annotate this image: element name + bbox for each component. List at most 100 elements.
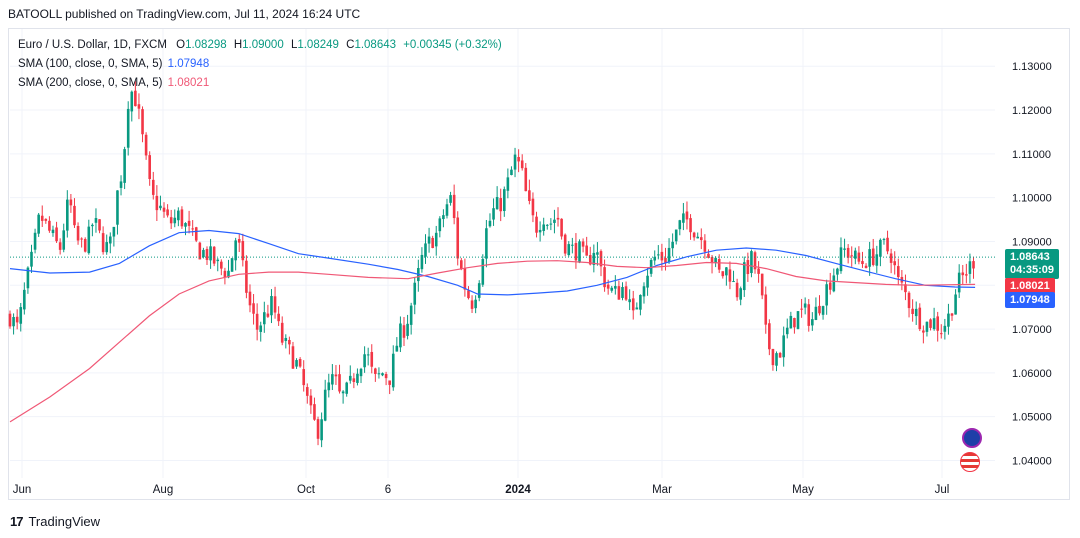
candle-body	[685, 211, 689, 220]
candle-body	[778, 352, 782, 358]
x-tick-label: 2024	[505, 484, 531, 496]
candle-body	[399, 323, 402, 348]
candle-body	[69, 199, 73, 206]
candle-body	[284, 337, 288, 341]
candle-body	[295, 360, 298, 367]
candle-body	[162, 207, 166, 212]
candle-body	[875, 254, 879, 266]
candle-body	[707, 253, 710, 258]
candle-body	[381, 373, 384, 376]
candle-body	[323, 389, 327, 421]
sma200-label: SMA (200, close, 0, SMA, 5)	[18, 77, 163, 89]
candle-body	[137, 104, 141, 109]
chart-frame[interactable]	[8, 28, 1070, 500]
footer: 17 TradingView	[10, 514, 100, 529]
candle-body	[94, 218, 98, 223]
candle-body	[653, 256, 657, 261]
candle-body	[854, 250, 857, 259]
candle-body	[603, 267, 606, 288]
candle-body	[420, 254, 424, 270]
candle-body	[821, 306, 825, 315]
last-price-badge: 1.08643 04:35:09	[1005, 249, 1060, 280]
candle-body	[957, 272, 961, 293]
candle-body	[474, 299, 477, 309]
candle-body	[348, 375, 352, 381]
candle-body	[8, 313, 12, 327]
candle-body	[614, 286, 617, 289]
candle-body	[753, 252, 757, 270]
candle-body	[216, 259, 220, 262]
candle-body	[212, 246, 216, 264]
candle-body	[159, 205, 162, 209]
candle-body	[757, 268, 760, 274]
candle-body	[191, 228, 194, 230]
candle-body	[563, 234, 567, 254]
candle-body	[793, 318, 796, 328]
candles	[8, 80, 995, 448]
candle-body	[571, 244, 574, 246]
candle-body	[789, 315, 793, 329]
y-tick-label: 1.09000	[1012, 236, 1052, 248]
candle-body	[599, 251, 603, 267]
eu-event-icon[interactable]	[962, 428, 982, 448]
candle-body	[735, 282, 739, 298]
candle-body	[696, 236, 700, 239]
candle-body	[370, 351, 374, 367]
candle-body	[37, 214, 40, 234]
tradingview-logo-icon[interactable]: 17	[10, 514, 24, 529]
candle-body	[26, 267, 30, 289]
candle-body	[384, 374, 388, 379]
candle-body	[151, 179, 155, 195]
candle-body	[947, 313, 950, 327]
open-label: O	[176, 39, 186, 51]
candle-body	[771, 348, 775, 366]
moving-averages	[9, 229, 976, 423]
candle-body	[434, 232, 438, 247]
candle-body	[413, 282, 417, 305]
candle-body	[334, 374, 338, 377]
candle-body	[717, 259, 721, 270]
candle-body	[452, 194, 456, 219]
candle-body	[234, 240, 237, 261]
y-tick-label: 1.04000	[1012, 455, 1052, 467]
candle-body	[574, 243, 578, 261]
symbol-name[interactable]: Euro / U.S. Dollar, 1D, FXCM	[18, 39, 167, 51]
candle-body	[796, 311, 800, 329]
candle-body	[692, 232, 696, 238]
candle-body	[943, 325, 947, 332]
candle-body	[116, 190, 119, 225]
candle-body	[463, 268, 467, 290]
candle-body	[101, 233, 105, 253]
candle-body	[91, 224, 94, 227]
candle-body	[760, 273, 764, 296]
legend-ohlc-row: Euro / U.S. Dollar, 1D, FXCM O1.08298 H1…	[18, 36, 502, 55]
candle-body	[864, 265, 868, 268]
candle-body	[588, 255, 592, 265]
candle-body	[918, 307, 922, 330]
candle-body	[320, 419, 323, 441]
candle-body	[488, 220, 492, 227]
legend-sma200-row[interactable]: SMA (200, close, 0, SMA, 5) 1.08021	[18, 74, 502, 93]
candle-body	[800, 308, 803, 310]
candle-body	[714, 257, 717, 263]
candle-body	[531, 198, 535, 216]
footer-brand[interactable]: TradingView	[28, 514, 101, 529]
x-tick-label: Aug	[153, 484, 173, 496]
candle-body	[166, 209, 169, 216]
last-price-value: 1.08643	[1010, 251, 1050, 264]
legend-sma100-row[interactable]: SMA (100, close, 0, SMA, 5) 1.07948	[18, 55, 502, 74]
candle-body	[843, 248, 846, 250]
candle-body	[273, 296, 277, 313]
y-tick-label: 1.07000	[1012, 324, 1052, 336]
candle-body	[305, 387, 309, 396]
candle-body	[255, 313, 259, 330]
candle-body	[33, 232, 37, 250]
candle-body	[621, 287, 624, 298]
candle-body	[502, 189, 506, 212]
x-tick-label: Jun	[13, 484, 32, 496]
candle-body	[406, 323, 409, 336]
candle-body	[245, 260, 248, 293]
us-event-icon[interactable]	[960, 452, 980, 472]
candle-body	[642, 286, 646, 297]
